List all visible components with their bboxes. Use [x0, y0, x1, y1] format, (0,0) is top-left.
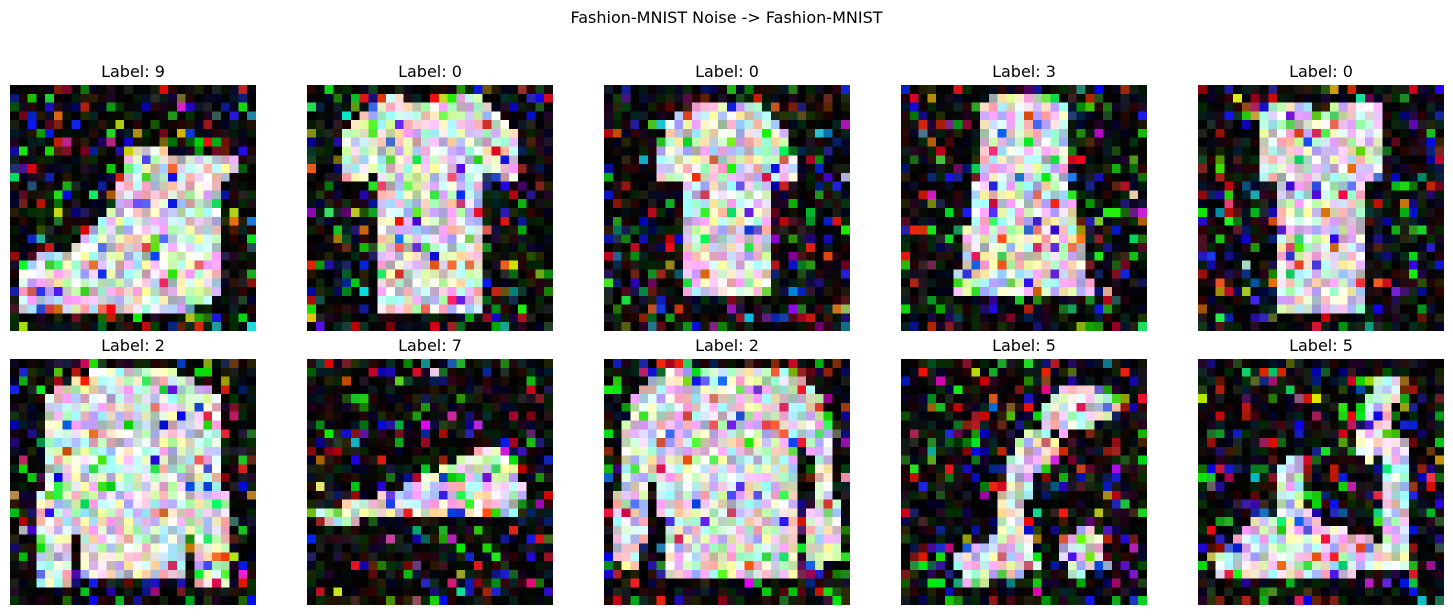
panel-label: Label: 0 [1289, 62, 1353, 81]
panel-label: Label: 0 [398, 62, 462, 81]
noisy-tshirt-top-image [604, 85, 850, 331]
panel-label: Label: 7 [398, 336, 462, 355]
noisy-dress-image [901, 85, 1147, 331]
panel-label: Label: 3 [992, 62, 1056, 81]
panel-label: Label: 5 [1289, 336, 1353, 355]
panel-label: Label: 9 [101, 62, 165, 81]
noisy-ankle-boot-image [10, 85, 256, 331]
figure-title: Fashion-MNIST Noise -> Fashion-MNIST [570, 8, 883, 27]
panel-label: Label: 5 [992, 336, 1056, 355]
noisy-pullover-image [10, 359, 256, 605]
noisy-tshirt-top-image [1198, 85, 1444, 331]
noisy-tshirt-top-image [307, 85, 553, 331]
noisy-sandal-image [901, 359, 1147, 605]
panel-label: Label: 2 [695, 336, 759, 355]
noisy-sneaker-image [307, 359, 553, 605]
noisy-pullover-image [604, 359, 850, 605]
noisy-sandal-image [1198, 359, 1444, 605]
panel-label: Label: 2 [101, 336, 165, 355]
panel-label: Label: 0 [695, 62, 759, 81]
